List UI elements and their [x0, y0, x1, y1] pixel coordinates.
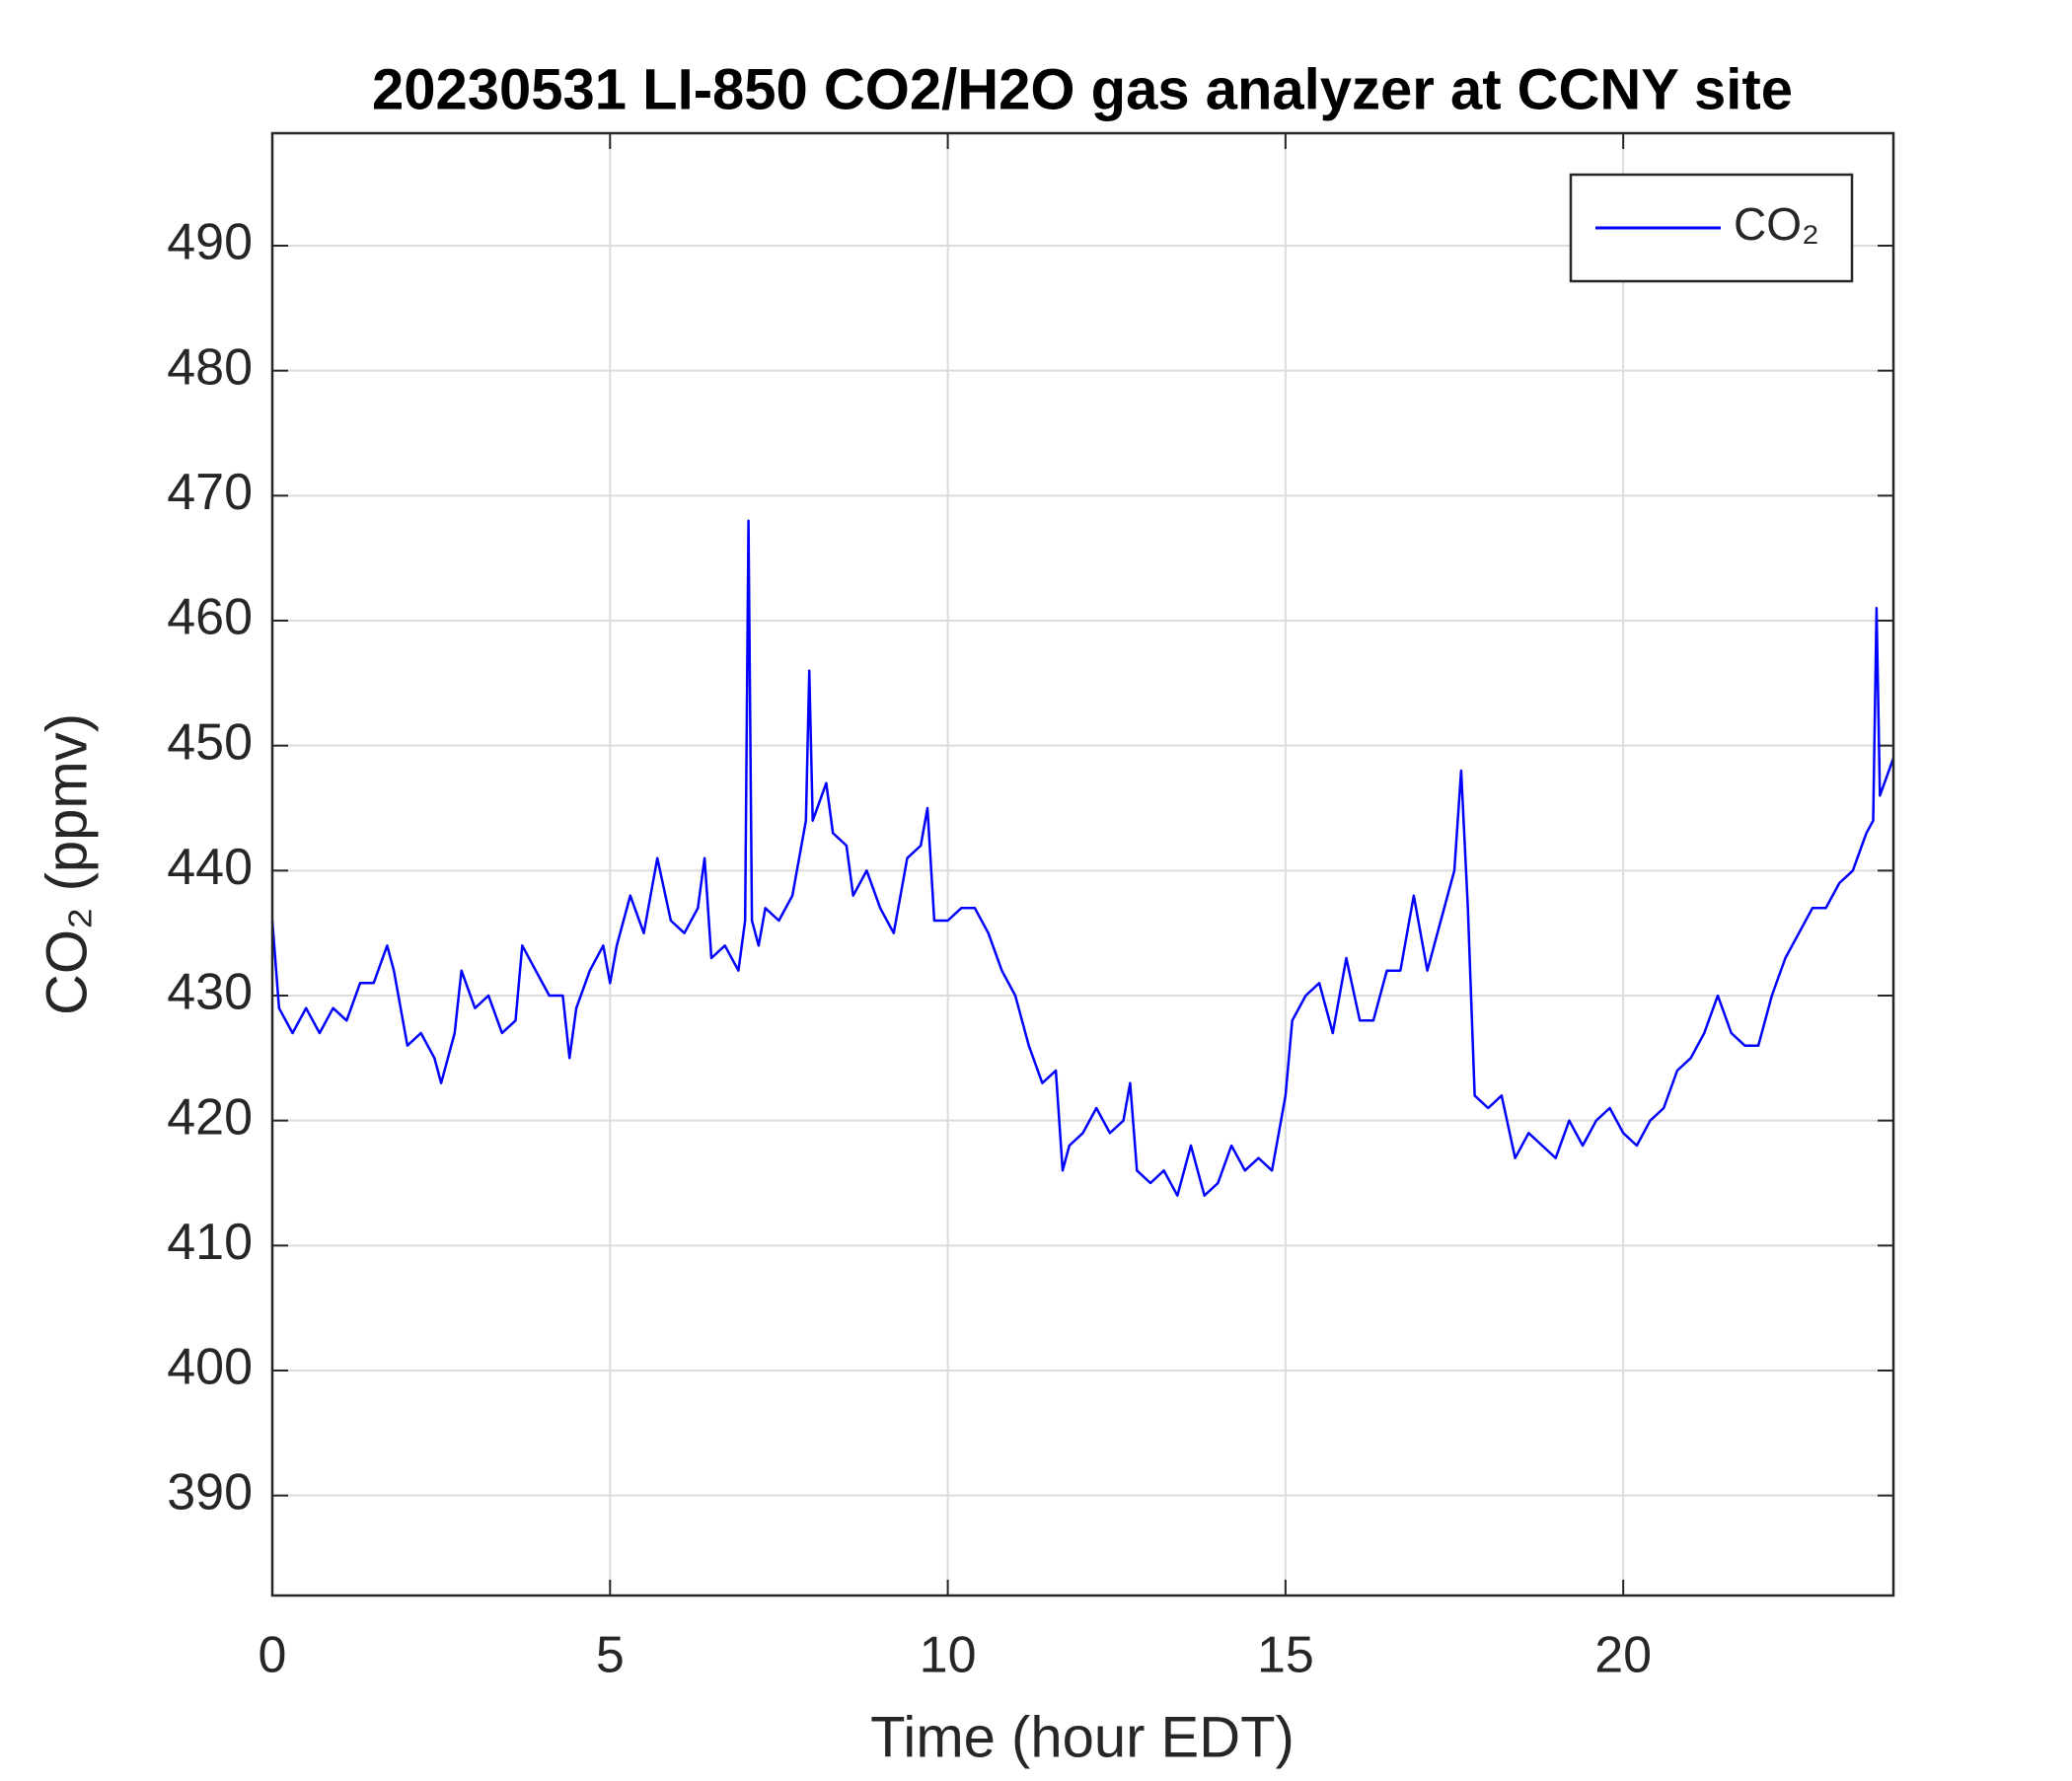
- y-tick-label: 410: [167, 1214, 253, 1271]
- y-tick-label: 420: [167, 1088, 253, 1146]
- y-axis-label: CO₂ (ppmv): [35, 713, 99, 1015]
- y-tick-label: 390: [167, 1463, 253, 1521]
- x-axis-label: Time (hour EDT): [870, 1705, 1295, 1769]
- y-tick-label: 470: [167, 464, 253, 521]
- x-tick-label: 10: [920, 1627, 977, 1684]
- data-line: [270, 519, 1895, 1197]
- y-tick-label: 490: [167, 214, 253, 271]
- x-tick-label: 20: [1594, 1627, 1652, 1684]
- y-tick-label: 460: [167, 589, 253, 646]
- y-tick-label: 430: [167, 964, 253, 1021]
- y-tick-label: 440: [167, 839, 253, 896]
- y-tick-label: 400: [167, 1339, 253, 1396]
- y-tick-label: 450: [167, 713, 253, 771]
- x-tick-label: 0: [259, 1627, 287, 1684]
- plot-area: [272, 133, 1893, 1595]
- x-tick-label: 15: [1257, 1627, 1314, 1684]
- y-tick-label: 480: [167, 338, 253, 396]
- chart-title: 20230531 LI-850 CO2/H2O gas analyzer at …: [372, 57, 1793, 121]
- legend-label: CO₂: [1734, 198, 1819, 250]
- x-tick-label: 5: [596, 1627, 625, 1684]
- axes-box: [270, 131, 1895, 1597]
